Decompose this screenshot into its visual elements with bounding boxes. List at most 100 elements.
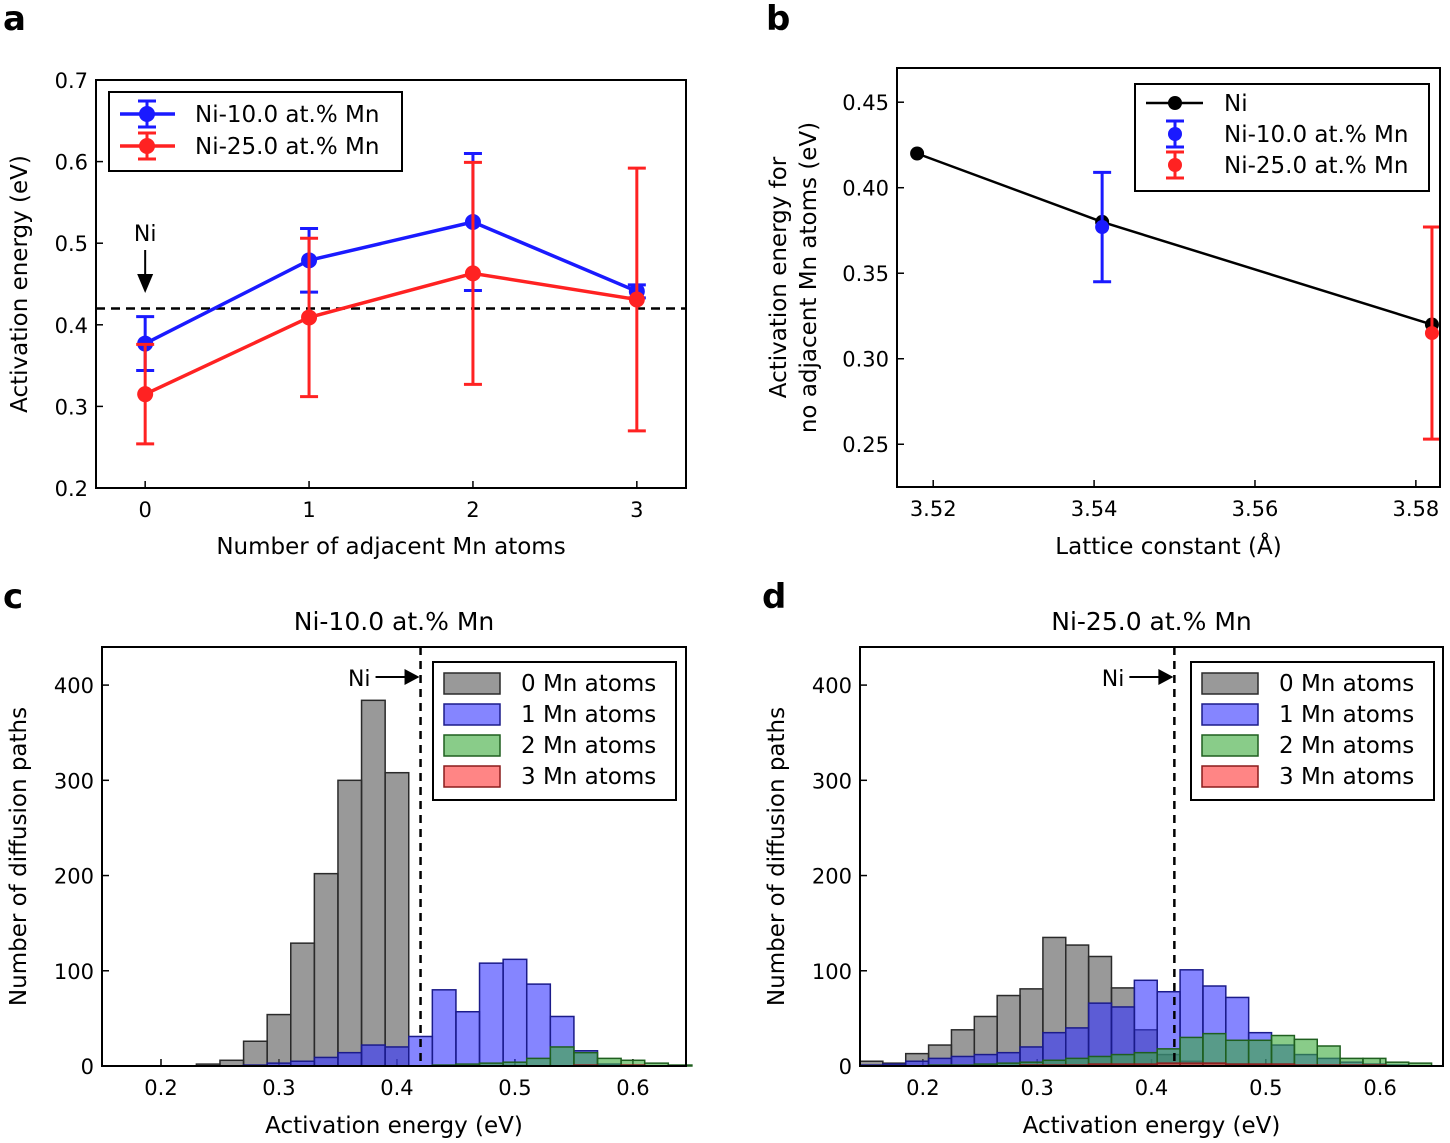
legend-d: 0 Mn atoms 1 Mn atoms 2 Mn atoms 3 Mn atoms: [1190, 661, 1435, 801]
legend-swatch: [443, 703, 501, 726]
legend-label: 2 Mn atoms: [521, 733, 656, 759]
data-point: [464, 265, 481, 282]
legend-swatch: [1201, 734, 1259, 757]
y-tick-label: 0: [81, 1055, 94, 1079]
x-tick-label: 0.4: [380, 1076, 413, 1100]
panel-letter-c: c: [3, 577, 23, 617]
histogram-bar: [1316, 1045, 1341, 1067]
legend-marker: [1168, 96, 1182, 110]
histogram-bar: [525, 983, 552, 1067]
legend-c: 0 Mn atoms 1 Mn atoms 2 Mn atoms 3 Mn atoms: [432, 661, 677, 801]
histogram-bar: [1293, 1038, 1319, 1067]
y-tick-label: 0.6: [55, 151, 88, 175]
histogram-bar: [1202, 1032, 1227, 1067]
x-tick-label: 0.4: [1135, 1076, 1168, 1100]
histogram-bar: [266, 1013, 292, 1067]
plot-frame-c: [101, 646, 687, 1067]
y-tick-label: 0.2: [55, 477, 88, 501]
y-tick-label: 300: [54, 769, 94, 793]
legend-a: Ni-10.0 at.% Mn Ni-25.0 at.% Mn: [108, 91, 403, 172]
histogram-bar: [1270, 1034, 1296, 1067]
histogram-bar: [384, 1046, 410, 1067]
y-tick-label: 0.35: [842, 262, 889, 286]
y-tick-label: 0.30: [842, 348, 889, 372]
x-tick-label: 0: [138, 498, 151, 522]
y-tick-label: 0: [839, 1055, 852, 1079]
x-tick-label: 3.56: [1232, 497, 1279, 521]
x-tick-label: 0.5: [1249, 1076, 1282, 1100]
y-tick-label: 0.4: [55, 314, 88, 338]
legend-marker: [1168, 158, 1182, 172]
histogram-bar: [525, 1057, 552, 1067]
plot-frame-a: [95, 79, 687, 489]
ni-annotation-arrowhead: [404, 669, 420, 685]
x-tick-label: 1: [302, 498, 315, 522]
histogram-bar: [596, 1057, 622, 1067]
y-axis-label-line1: Activation energy for: [766, 156, 792, 398]
histogram-bar: [337, 779, 363, 1067]
y-tick-label: 400: [54, 674, 94, 698]
y-tick-label: 0.40: [842, 177, 889, 201]
histogram-bar: [360, 1044, 386, 1067]
y-tick-label: 0.45: [842, 91, 889, 115]
ni-annotation-label: Ni: [134, 222, 157, 247]
histogram-bar: [242, 1040, 268, 1067]
histogram-bar: [478, 962, 504, 1067]
legend-marker: [1168, 127, 1182, 141]
histogram-bar: [384, 771, 410, 1067]
x-tick-label: 0.3: [262, 1076, 295, 1100]
y-tick-label: 0.7: [55, 69, 88, 93]
legend-label: 1 Mn atoms: [1279, 702, 1414, 728]
histogram-series: [195, 699, 410, 1067]
x-tick-label: 0.2: [144, 1076, 177, 1100]
x-tick-label: 2: [466, 498, 479, 522]
legend-label: 0 Mn atoms: [1279, 671, 1414, 697]
x-tick-label: 3.52: [910, 497, 957, 521]
legend-label: 2 Mn atoms: [1279, 733, 1414, 759]
y-axis-label: Number of diffusion paths: [6, 707, 32, 1006]
histogram-bar: [455, 1010, 481, 1067]
data-point: [301, 309, 318, 326]
histogram-bar: [313, 872, 339, 1067]
legend-b: Ni Ni-10.0 at.% Mn Ni-25.0 at.% Mn: [1134, 83, 1430, 192]
legend-marker: [139, 138, 155, 154]
x-tick-label: 3.54: [1071, 497, 1118, 521]
data-point: [1424, 326, 1439, 341]
legend-label: Ni-25.0 at.% Mn: [1224, 153, 1408, 179]
x-tick-label: 0.5: [498, 1076, 531, 1100]
ni-annotation-label: Ni: [1102, 667, 1125, 692]
chart-title: Ni-10.0 at.% Mn: [294, 607, 494, 636]
histogram-bar: [1225, 1039, 1250, 1067]
x-tick-label: 3.58: [1392, 497, 1439, 521]
y-tick-label: 0.3: [55, 395, 88, 419]
series-line: [144, 271, 638, 396]
axes-b: 3.52 3.54 3.56 3.58 0.25 0.30 0.35 0.40 0.45: [842, 91, 1441, 521]
x-axis-label: Activation energy (eV): [265, 1113, 523, 1139]
histogram-bar: [502, 958, 528, 1067]
axes-a: 0 1 2 3 0.2 0.3 0.4 0.5 0.6 0.7 Ni: [55, 69, 686, 522]
legend-label: 3 Mn atoms: [1279, 764, 1414, 790]
legend-swatch: [443, 734, 501, 757]
y-tick-label: 400: [812, 674, 852, 698]
legend-marker: [139, 106, 155, 122]
histogram-bar: [1179, 1036, 1204, 1067]
panel-letter-a: a: [3, 0, 26, 39]
legend-label: Ni-10.0 at.% Mn: [1224, 122, 1408, 148]
plot-frame-d: [859, 646, 1444, 1067]
plot-frame-b: [896, 67, 1441, 488]
x-tick-label: 0.6: [616, 1076, 649, 1100]
legend-swatch: [1201, 672, 1259, 695]
x-tick-label: 0.3: [1020, 1076, 1053, 1100]
histogram-bar: [337, 1051, 363, 1067]
legend-label: 1 Mn atoms: [521, 702, 656, 728]
histogram-bar: [313, 1056, 339, 1067]
y-axis-label-line2: no adjacent Mn atoms (eV): [796, 122, 822, 433]
panel-letter-d: d: [762, 577, 786, 617]
legend-swatch: [1201, 765, 1259, 788]
ni-annotation-arrowhead: [137, 274, 154, 293]
data-point: [137, 386, 154, 403]
chart-title: Ni-25.0 at.% Mn: [1051, 607, 1251, 636]
legend-swatch: [1201, 703, 1259, 726]
legend-label: Ni-25.0 at.% Mn: [195, 134, 379, 160]
